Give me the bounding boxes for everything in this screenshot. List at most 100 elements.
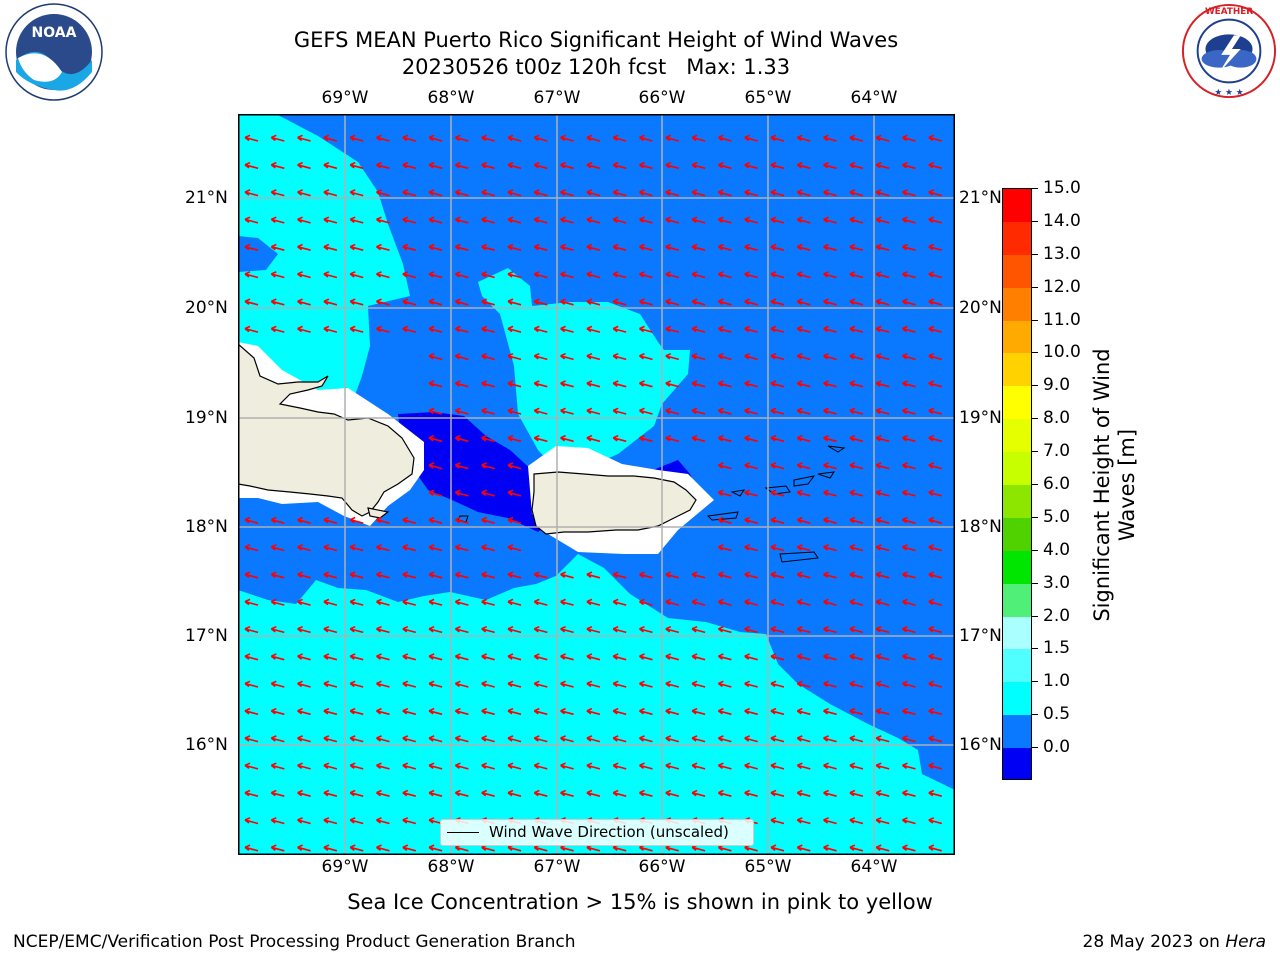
wind-arrow-icon [533, 680, 548, 688]
wind-arrow-icon [717, 571, 732, 579]
wind-arrow-icon [717, 243, 732, 251]
wind-arrow-icon [849, 298, 864, 306]
wind-arrow-icon [323, 161, 338, 170]
wind-arrow-icon [349, 817, 364, 825]
colorbar-tick-mark [1032, 319, 1038, 321]
wind-arrow-icon [454, 380, 469, 388]
wind-arrow-icon [796, 161, 811, 170]
wind-arrow-icon [349, 325, 364, 333]
wind-arrow-icon [533, 707, 548, 716]
wind-arrow-icon [665, 625, 680, 634]
wind-arrow-icon [612, 380, 627, 388]
wind-arrow-icon [454, 544, 469, 552]
wind-arrow-icon [586, 707, 601, 716]
wind-arrow-icon [796, 544, 811, 552]
wind-arrow-icon [376, 516, 390, 524]
wind-arrow-icon [428, 789, 443, 797]
wind-arrow-icon [744, 680, 758, 688]
wind-arrow-icon [612, 161, 627, 170]
wind-arrow-icon [744, 598, 758, 606]
wind-arrow-icon [849, 434, 864, 443]
wind-arrow-icon [717, 707, 732, 716]
wind-arrow-icon [428, 243, 443, 251]
wind-arrow-icon [665, 680, 680, 688]
wind-arrow-icon [323, 134, 338, 142]
wind-arrow-icon [533, 161, 548, 170]
wind-arrow-icon [428, 544, 443, 552]
wind-arrow-icon [770, 707, 785, 716]
wind-arrow-icon [244, 735, 259, 743]
wind-arrow-icon [533, 216, 548, 224]
wind-arrow-icon [402, 680, 417, 688]
wind-arrow-icon [533, 243, 548, 251]
wind-arrow-icon [770, 407, 785, 415]
wind-arrow-icon [270, 216, 285, 224]
wind-arrow-icon [639, 680, 653, 688]
wind-arrow-icon [875, 271, 890, 279]
wind-arrow-icon [270, 134, 285, 142]
wind-arrow-icon [691, 735, 706, 743]
wind-arrow-icon [612, 325, 627, 333]
wind-arrow-icon [849, 325, 864, 333]
wind-arrow-icon [323, 271, 338, 279]
wind-arrow-icon [244, 571, 259, 579]
wind-arrow-icon [928, 516, 943, 524]
colorbar-tick-label: 8.0 [1043, 408, 1071, 429]
wind-arrow-icon [928, 434, 943, 443]
wind-arrow-icon [796, 189, 811, 197]
wind-arrow-icon [691, 625, 706, 634]
wind-arrow-icon [402, 625, 417, 634]
wind-arrow-icon [717, 680, 732, 688]
wind-arrow-icon [875, 189, 890, 197]
wind-arrow-icon [507, 571, 522, 579]
wind-arrow-icon [376, 680, 390, 688]
wind-arrow-icon [270, 680, 285, 688]
wind-arrow-icon [560, 789, 574, 797]
wind-arrow-icon [560, 407, 574, 415]
wind-arrow-icon [639, 298, 653, 306]
wind-arrow-icon [349, 298, 364, 306]
wind-arrow-icon [297, 189, 311, 197]
colorbar-tick-label: 1.0 [1043, 671, 1071, 692]
wind-arrow-icon [402, 189, 417, 197]
wind-arrow-icon [744, 407, 758, 415]
wind-arrow-icon [244, 134, 259, 142]
wind-arrow-icon [402, 817, 417, 825]
colorbar-segment [1003, 287, 1031, 322]
wind-arrow-icon [297, 271, 311, 279]
wind-arrow-icon [402, 653, 417, 661]
wind-arrow-icon [691, 325, 706, 333]
lat-label-right: 16°N [959, 735, 1002, 755]
wind-arrow-icon [770, 844, 785, 852]
wind-arrow-icon [928, 352, 943, 361]
wind-arrow-icon [823, 571, 837, 579]
wind-arrow-icon [849, 598, 864, 606]
wind-arrow-icon [428, 407, 443, 415]
colorbar-tick-label: 14.0 [1043, 210, 1081, 231]
wind-arrow-icon [244, 817, 259, 825]
wind-arrow-icon [454, 134, 469, 142]
wind-arrow-icon [796, 462, 811, 470]
wind-arrow-icon [612, 298, 627, 306]
wind-arrow-icon [349, 598, 364, 606]
svg-text:NOAA: NOAA [32, 25, 77, 41]
wind-arrow-icon [928, 707, 943, 716]
wind-arrow-icon [533, 735, 548, 743]
wind-arrow-icon [717, 625, 732, 634]
wind-arrow-icon [270, 298, 285, 306]
wind-arrow-icon [376, 571, 390, 579]
wind-arrow-icon [270, 516, 285, 524]
wind-arrow-icon [717, 325, 732, 333]
wind-arrow-icon [244, 298, 259, 306]
wind-arrow-icon [717, 516, 732, 524]
wind-arrow-icon [428, 325, 443, 333]
wind-arrow-icon [770, 380, 785, 388]
wind-arrow-icon [454, 243, 469, 251]
wind-arrow-icon [244, 680, 259, 688]
wind-arrow-icon [639, 216, 653, 224]
wind-arrow-icon [823, 598, 837, 606]
wind-arrow-icon [902, 571, 916, 579]
wind-arrow-icon [270, 789, 285, 797]
wind-arrow-icon [297, 707, 311, 716]
colorbar-segment [1003, 485, 1031, 519]
